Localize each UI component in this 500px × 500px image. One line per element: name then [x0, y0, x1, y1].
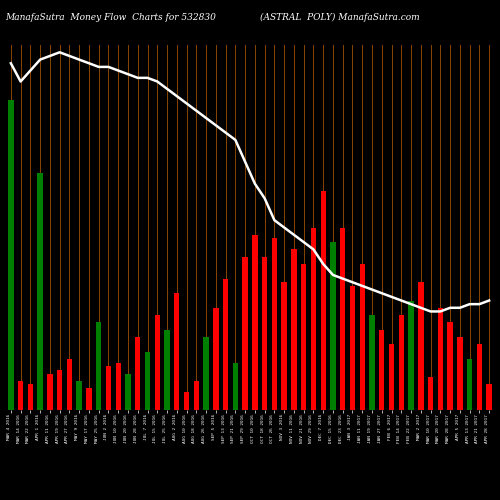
- Bar: [291, 250, 296, 410]
- Bar: [154, 315, 160, 410]
- Text: (ASTRAL  POLY) ManafaSutra.com: (ASTRAL POLY) ManafaSutra.com: [260, 12, 420, 22]
- Bar: [282, 282, 287, 410]
- Bar: [18, 381, 24, 410]
- Bar: [457, 337, 462, 410]
- Bar: [320, 191, 326, 410]
- Bar: [8, 100, 14, 410]
- Bar: [213, 308, 218, 410]
- Bar: [438, 308, 443, 410]
- Bar: [389, 344, 394, 410]
- Bar: [262, 256, 268, 410]
- Bar: [448, 322, 453, 410]
- Bar: [38, 173, 43, 410]
- Bar: [370, 315, 374, 410]
- Bar: [204, 337, 209, 410]
- Bar: [486, 384, 492, 410]
- Bar: [476, 344, 482, 410]
- Bar: [272, 238, 277, 410]
- Bar: [57, 370, 62, 410]
- Bar: [428, 377, 434, 410]
- Bar: [418, 282, 424, 410]
- Bar: [232, 362, 238, 410]
- Bar: [242, 256, 248, 410]
- Bar: [164, 330, 170, 410]
- Bar: [106, 366, 111, 410]
- Bar: [96, 322, 102, 410]
- Bar: [301, 264, 306, 410]
- Bar: [467, 359, 472, 410]
- Bar: [311, 228, 316, 410]
- Bar: [126, 374, 130, 410]
- Bar: [66, 359, 72, 410]
- Bar: [116, 362, 121, 410]
- Bar: [330, 242, 336, 410]
- Bar: [174, 293, 180, 410]
- Bar: [408, 300, 414, 410]
- Bar: [184, 392, 189, 410]
- Bar: [145, 352, 150, 410]
- Bar: [86, 388, 92, 410]
- Bar: [340, 228, 345, 410]
- Bar: [223, 278, 228, 410]
- Bar: [47, 374, 52, 410]
- Bar: [350, 286, 355, 410]
- Bar: [28, 384, 33, 410]
- Bar: [252, 235, 258, 410]
- Bar: [379, 330, 384, 410]
- Bar: [398, 315, 404, 410]
- Bar: [76, 381, 82, 410]
- Text: ManafaSutra  Money Flow  Charts for 532830: ManafaSutra Money Flow Charts for 532830: [5, 12, 216, 22]
- Bar: [194, 381, 199, 410]
- Bar: [360, 264, 365, 410]
- Bar: [135, 337, 140, 410]
